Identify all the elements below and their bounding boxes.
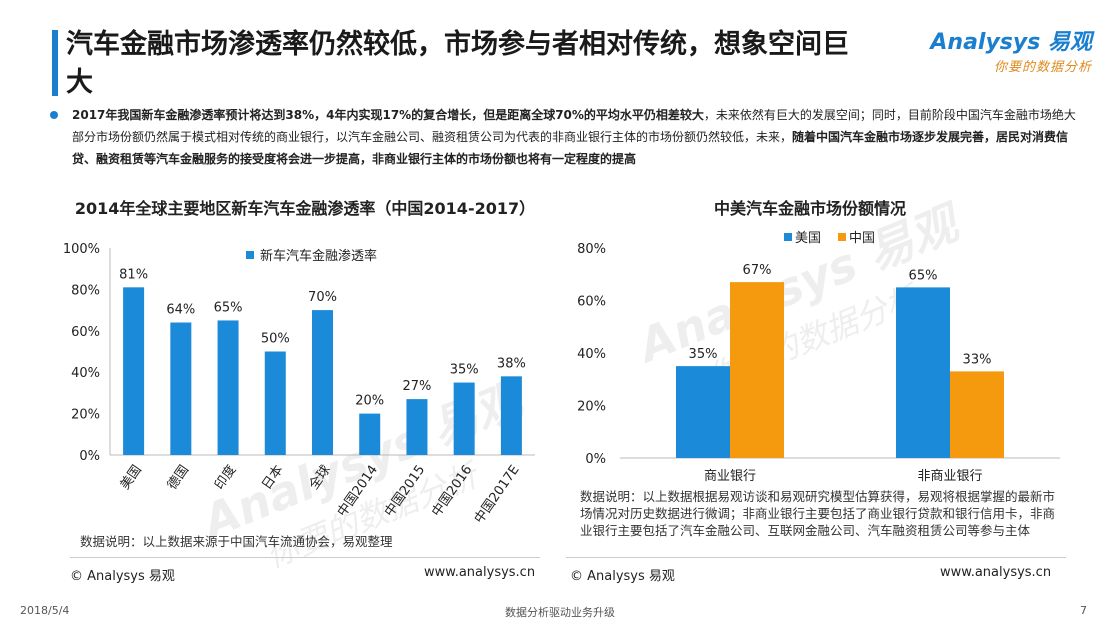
left-y-tick-label: 60% [71,325,100,340]
right-y-tick-label: 20% [577,400,606,415]
left-data-label: 70% [308,290,337,305]
left-y-tick-label: 0% [79,449,100,464]
right-bar [730,282,784,458]
right-legend-label: 中国 [849,231,875,246]
right-footer-divider [566,557,1066,558]
summary-bold-1: 2017年我国新车金融渗透率预计将达到38%，4年内实现17%的复合增长，但是距… [72,108,704,122]
bullet-icon [50,111,58,119]
summary-bold-2: 随着中国汽车金融市场逐步发展完善，居民对消费信贷、融资租赁等汽车金融服务的接受度… [72,130,1069,166]
logo-slogan: 你要的数据分析 [993,60,1092,75]
right-bar [896,287,950,458]
left-bar [453,382,475,455]
left-y-tick-label: 80% [71,283,100,298]
left-bar [170,322,192,455]
left-bar [217,320,239,455]
logo-text: Analysys 易观 [930,30,1092,55]
left-data-label: 20% [355,394,384,409]
watermark-slogan-right: 你要的数据分析 [701,277,926,397]
right-chart: 0% 20% 40% 60% 80% 美国 中国 35% 67% 商业银行 65% 33% 非商业银行 [577,231,1060,484]
left-x-tick-label: 日本 [259,463,286,493]
watermark-text-right: Analysys 易观 [628,194,970,374]
right-y-tick-label: 40% [577,347,606,362]
left-bar [264,351,286,455]
left-bar [406,399,428,455]
right-y-tick-label: 60% [577,295,606,310]
right-data-label: 33% [963,352,992,367]
left-bar [123,287,145,455]
left-x-tick-label: 中国2015 [382,463,428,520]
left-x-tick-label: 德国 [165,463,192,493]
left-data-note: 数据说明：以上数据来源于中国汽车流通协会，易观整理 [80,534,393,549]
left-y-tick-label: 100% [63,242,100,257]
left-url[interactable]: www.analysys.cn [424,565,536,580]
right-data-label: 65% [909,268,938,283]
watermark-text-left: Analysys 易观 [193,370,535,550]
left-legend-swatch [246,251,254,259]
right-data-label: 67% [743,263,772,278]
right-x-tick-label: 商业银行 [704,469,756,484]
footer-slogan: 数据分析驱动业务升级 [505,606,615,619]
summary-text: ，未来依然有巨大的发展空间；同时，目前阶段中国汽车金融市场绝大部分市场份额仍然属… [72,108,1076,144]
brand-logo: Analysys 易观 你要的数据分析 [912,24,1092,75]
left-data-label: 35% [450,363,479,378]
left-chart-title: 2014年全球主要地区新车汽车金融渗透率（中国2014-2017） [74,199,536,218]
left-data-label: 38% [497,356,526,371]
left-x-tick-label: 中国2016 [429,463,475,520]
left-x-tick-label: 全球 [306,462,334,492]
left-bar [312,310,333,455]
left-data-label: 81% [119,267,148,282]
right-copyright: © Analysys 易观 [570,569,675,584]
left-bar [359,413,381,455]
right-legend-label: 美国 [795,231,821,246]
right-chart-title: 中美汽车金融市场份额情况 [713,199,906,218]
left-x-tick-label: 中国2014 [335,463,381,520]
left-copyright: © Analysys 易观 [70,569,175,584]
left-x-tick-label: 美国 [118,463,145,493]
left-footer-divider [70,557,540,558]
left-data-label: 27% [402,379,431,394]
right-legend-swatch [784,233,792,241]
right-y-tick-label: 80% [577,242,606,257]
left-y-tick-label: 40% [71,366,100,381]
left-y-tick-label: 20% [71,408,100,423]
left-legend-label: 新车汽车金融渗透率 [260,248,377,264]
left-x-tick-label: 中国2017E [472,463,523,527]
right-url[interactable]: www.analysys.cn [940,565,1052,580]
right-data-label: 35% [689,347,718,362]
title-accent-bar [52,30,58,96]
left-data-label: 65% [214,300,243,315]
summary-paragraph: 2017年我国新车金融渗透率预计将达到38%，4年内实现17%的复合增长，但是距… [72,104,1082,170]
left-x-tick-label: 印度 [211,462,239,492]
right-data-note: 数据说明：以上数据根据易观访谈和易观研究模型估算获得，易观将根据掌握的最新市场情… [580,489,1056,538]
right-bar [676,366,730,458]
left-data-label: 64% [166,303,195,318]
left-chart: 0% 20% 40% 60% 80% 100% 新车汽车金融渗透率 81% 美国 64% 德国 65%… [63,242,535,526]
page-number: 7 [1080,604,1087,617]
right-bar [950,371,1004,458]
page-title: 汽车金融市场渗透率仍然较低，市场参与者相对传统，想象空间巨大 [66,29,849,98]
left-data-label: 50% [261,332,290,347]
footer-date: 2018/5/4 [20,604,70,617]
left-bar [500,376,522,455]
right-legend-swatch [838,233,846,241]
right-y-tick-label: 0% [585,452,606,467]
right-x-tick-label: 非商业银行 [917,469,982,484]
